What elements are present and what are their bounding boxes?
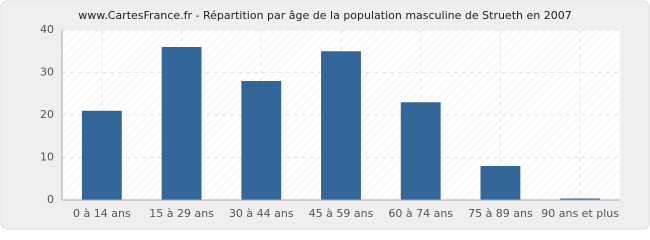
x-tick-label: 0 à 14 ans — [73, 207, 131, 220]
bar — [161, 47, 202, 200]
chart: www.CartesFrance.fr - Répartition par âg… — [0, 0, 650, 230]
x-tick-label: 60 à 74 ans — [388, 207, 453, 220]
y-tick-label: 40 — [40, 23, 54, 36]
bar — [81, 110, 122, 200]
bar — [321, 51, 361, 200]
x-tick-label: 75 à 89 ans — [468, 207, 533, 220]
bar — [480, 166, 521, 200]
bar — [560, 198, 601, 200]
x-tick-label: 90 ans et plus — [541, 207, 619, 220]
chart-title: www.CartesFrance.fr - Répartition par âg… — [78, 9, 571, 22]
bar — [241, 81, 282, 200]
y-tick-label: 10 — [40, 151, 54, 164]
y-tick-label: 20 — [40, 108, 54, 121]
bar — [400, 102, 441, 200]
y-tick-label: 30 — [40, 66, 54, 79]
x-tick-label: 45 à 59 ans — [309, 207, 374, 220]
y-tick-label: 0 — [47, 193, 54, 206]
x-tick-label: 30 à 44 ans — [229, 207, 294, 220]
x-tick-label: 15 à 29 ans — [149, 207, 214, 220]
